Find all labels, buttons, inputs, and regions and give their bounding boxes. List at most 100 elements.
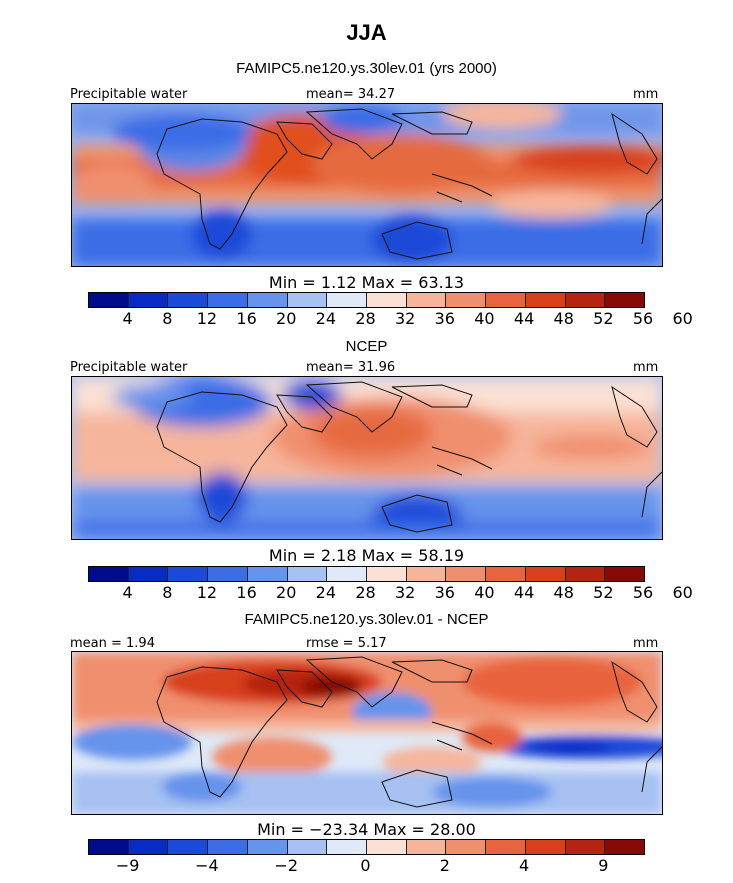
colorbar-tick-label: 28 — [355, 583, 376, 602]
colorbar-tick-label: 56 — [632, 309, 654, 328]
colorbar-swatch — [168, 293, 209, 307]
panel-2-heading: NCEP — [345, 338, 388, 355]
colorbar-tick-label: 44 — [513, 309, 535, 328]
colorbar-swatch — [208, 840, 248, 854]
colorbar-tick-label: 12 — [196, 583, 218, 602]
colorbar-tick-label: 12 — [196, 309, 218, 328]
panel-1-heading: FAMIPC5.ne120.ys.30lev.01 (yrs 2000) — [236, 60, 497, 77]
colorbar-swatch — [128, 293, 169, 307]
panel-1-colorbar — [88, 292, 645, 308]
panel-1-units-label: mm — [633, 87, 659, 102]
colorbar-swatch — [446, 293, 487, 307]
colorbar-swatch — [168, 840, 209, 854]
colorbar-tick-label: 52 — [593, 583, 614, 602]
colorbar-swatch — [565, 567, 606, 581]
colorbar-swatch — [605, 293, 645, 307]
figure-title: JJA — [346, 20, 387, 45]
colorbar-tick-label: 24 — [315, 583, 337, 602]
colorbar-swatch — [367, 567, 407, 581]
colorbar-swatch — [287, 840, 328, 854]
colorbar-tick-label: 52 — [593, 309, 614, 328]
colorbar-swatch — [247, 293, 288, 307]
colorbar-tick-label: 28 — [355, 309, 376, 328]
colorbar-tick-label: 0 — [360, 856, 371, 875]
colorbar-swatch — [247, 567, 288, 581]
colorbar-swatch — [128, 567, 169, 581]
colorbar-tick-label: 60 — [672, 583, 693, 602]
colorbar-tick-label: 4 — [122, 309, 133, 328]
panel-3-rmse-label: rmse = 5.17 — [306, 636, 387, 651]
colorbar-tick-label: −9 — [115, 856, 140, 875]
colorbar-swatch — [208, 293, 248, 307]
colorbar-swatch — [327, 567, 368, 581]
colorbar-tick-label: 16 — [236, 583, 257, 602]
colorbar-swatch — [367, 840, 407, 854]
colorbar-tick-label: 2 — [439, 856, 450, 875]
colorbar-tick-label: 32 — [394, 583, 416, 602]
colorbar-tick-label: −2 — [274, 856, 298, 875]
colorbar-swatch — [486, 567, 526, 581]
colorbar-swatch — [446, 567, 487, 581]
panel-2-variable-label: Precipitable water — [70, 360, 188, 375]
panel-3-units-label: mm — [633, 636, 659, 651]
colorbar-swatch — [525, 567, 566, 581]
colorbar-tick-label: 48 — [553, 309, 574, 328]
colorbar-tick-label: 4 — [122, 583, 133, 602]
colorbar-swatch — [486, 293, 526, 307]
panel-1-colorbar-ticks: 4 8 12 16 20 24 28 32 36 40 44 48 52 56 60 — [88, 309, 693, 329]
colorbar-swatch — [486, 840, 526, 854]
panel-3-mean-label: mean = 1.94 — [70, 636, 155, 651]
panel-2-map-field — [72, 377, 662, 539]
colorbar-swatch — [406, 567, 447, 581]
colorbar-tick-label: 8 — [162, 309, 173, 328]
colorbar-swatch — [287, 567, 328, 581]
panel-2-map — [71, 376, 663, 540]
colorbar-tick-label: 48 — [553, 583, 574, 602]
colorbar-tick-label: 20 — [276, 309, 297, 328]
panel-1-min-max: Min = 1.12 Max = 63.13 — [268, 273, 465, 292]
panel-2-colorbar-ticks: 4 8 12 16 20 24 28 32 36 40 44 48 52 56 60 — [88, 583, 693, 603]
colorbar-swatch — [367, 293, 407, 307]
colorbar-tick-label: 40 — [474, 309, 495, 328]
panel-1-variable-label: Precipitable water — [70, 87, 188, 102]
colorbar-tick-label: 40 — [474, 583, 495, 602]
panel-1-map — [71, 103, 663, 267]
colorbar-swatch — [287, 293, 328, 307]
colorbar-tick-label: 16 — [236, 309, 257, 328]
panel-3-heading: FAMIPC5.ne120.ys.30lev.01 - NCEP — [244, 611, 489, 628]
colorbar-tick-label: 24 — [315, 309, 337, 328]
colorbar-swatch — [525, 840, 566, 854]
colorbar-swatch — [89, 293, 129, 307]
colorbar-swatch — [565, 293, 606, 307]
colorbar-swatch — [446, 840, 487, 854]
colorbar-tick-label: 32 — [394, 309, 416, 328]
colorbar-swatch — [168, 567, 209, 581]
colorbar-tick-label: 60 — [672, 309, 693, 328]
panel-2-min-max: Min = 2.18 Max = 58.19 — [268, 546, 465, 565]
colorbar-swatch — [247, 840, 288, 854]
colorbar-swatch — [327, 293, 368, 307]
colorbar-swatch — [89, 840, 129, 854]
panel-3-colorbar-ticks: −9 −4 −2 0 2 4 9 — [88, 856, 643, 876]
colorbar-swatch — [565, 840, 606, 854]
colorbar-swatch — [327, 840, 368, 854]
colorbar-swatch — [406, 293, 447, 307]
panel-2-mean-label: mean= 31.96 — [306, 360, 396, 375]
colorbar-swatch — [605, 840, 645, 854]
panel-3-colorbar — [88, 839, 645, 855]
colorbar-tick-label: −4 — [195, 856, 219, 875]
colorbar-tick-label: 36 — [434, 583, 455, 602]
colorbar-swatch — [208, 567, 248, 581]
panel-2-units-label: mm — [633, 360, 659, 375]
panel-1-mean-label: mean= 34.27 — [306, 87, 396, 102]
colorbar-tick-label: 36 — [434, 309, 455, 328]
panel-3-map — [71, 651, 663, 815]
colorbar-swatch — [128, 840, 169, 854]
colorbar-tick-label: 9 — [598, 856, 609, 875]
panel-3-min-max: Min = −23.34 Max = 28.00 — [257, 820, 476, 839]
colorbar-tick-label: 4 — [518, 856, 530, 875]
colorbar-swatch — [406, 840, 447, 854]
colorbar-tick-label: 8 — [162, 583, 173, 602]
colorbar-tick-label: 44 — [513, 583, 535, 602]
panel-3-map-field — [72, 652, 662, 814]
